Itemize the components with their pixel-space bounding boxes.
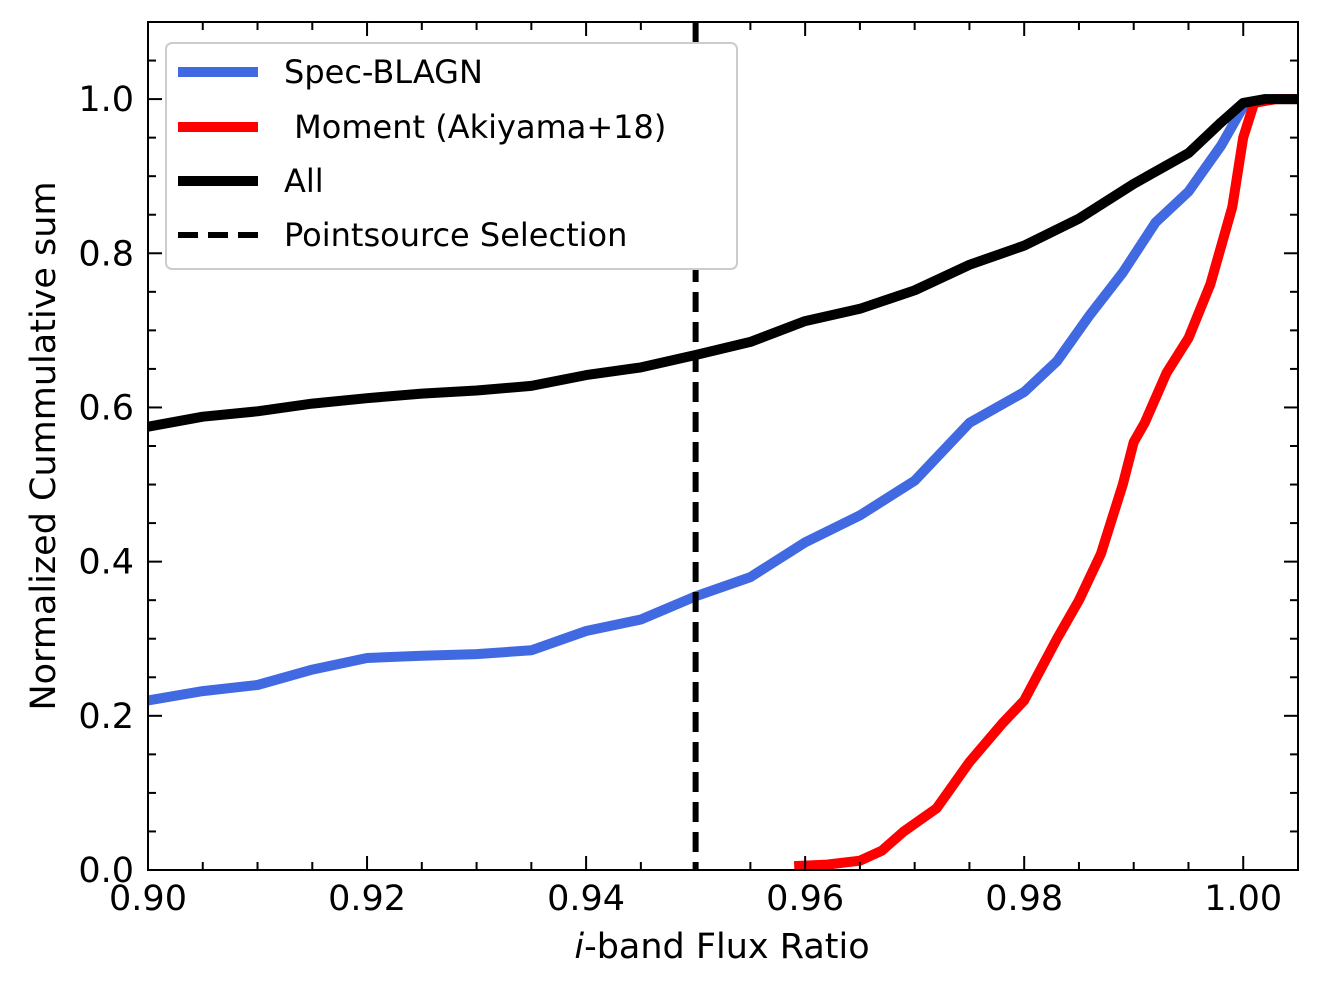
legend-label-pointsource: Pointsource Selection: [284, 216, 627, 254]
y-tick-label: 0.6: [78, 388, 134, 428]
legend: Spec-BLAGN Moment (Akiyama+18) All Point…: [165, 42, 738, 270]
x-axis-label: i-band Flux Ratio: [574, 927, 869, 967]
x-tick-label: 0.98: [985, 879, 1063, 919]
y-tick-label: 1.0: [78, 80, 134, 120]
legend-label-moment: Moment (Akiyama+18): [284, 108, 666, 146]
y-axis-label: Normalized Cummulative sum: [24, 181, 64, 710]
x-tick-label: 0.94: [547, 879, 625, 919]
series-line-moment-akiyama-18: [793, 94, 1298, 870]
x-tick-label: 0.90: [109, 879, 187, 919]
legend-box: [165, 42, 738, 270]
y-tick-label: 0.8: [78, 234, 134, 274]
series-layer: [148, 22, 1298, 870]
ticks-layer: 0.90 0.92 0.94 0.96 0.98 1.00 0.0 0.2 0.4 0.6 0.8 1…: [78, 21, 1299, 919]
series-line-spec-blagn: [148, 94, 1298, 706]
x-tick-label: 1.00: [1204, 879, 1282, 919]
x-axis-label-rest: -band Flux Ratio: [584, 927, 870, 967]
x-tick-label: 0.92: [328, 879, 406, 919]
legend-label-all: All: [284, 162, 324, 200]
x-tick-label: 0.96: [766, 879, 844, 919]
x-axis-label-italic: i: [574, 927, 584, 967]
series-line-all: [148, 94, 1298, 432]
y-tick-label: 0.4: [78, 543, 134, 583]
legend-label-spec-blagn: Spec-BLAGN: [284, 53, 483, 91]
y-tick-label: 0.2: [78, 697, 134, 737]
plot-frame: [147, 21, 1299, 871]
y-tick-label: 0.0: [78, 851, 134, 891]
